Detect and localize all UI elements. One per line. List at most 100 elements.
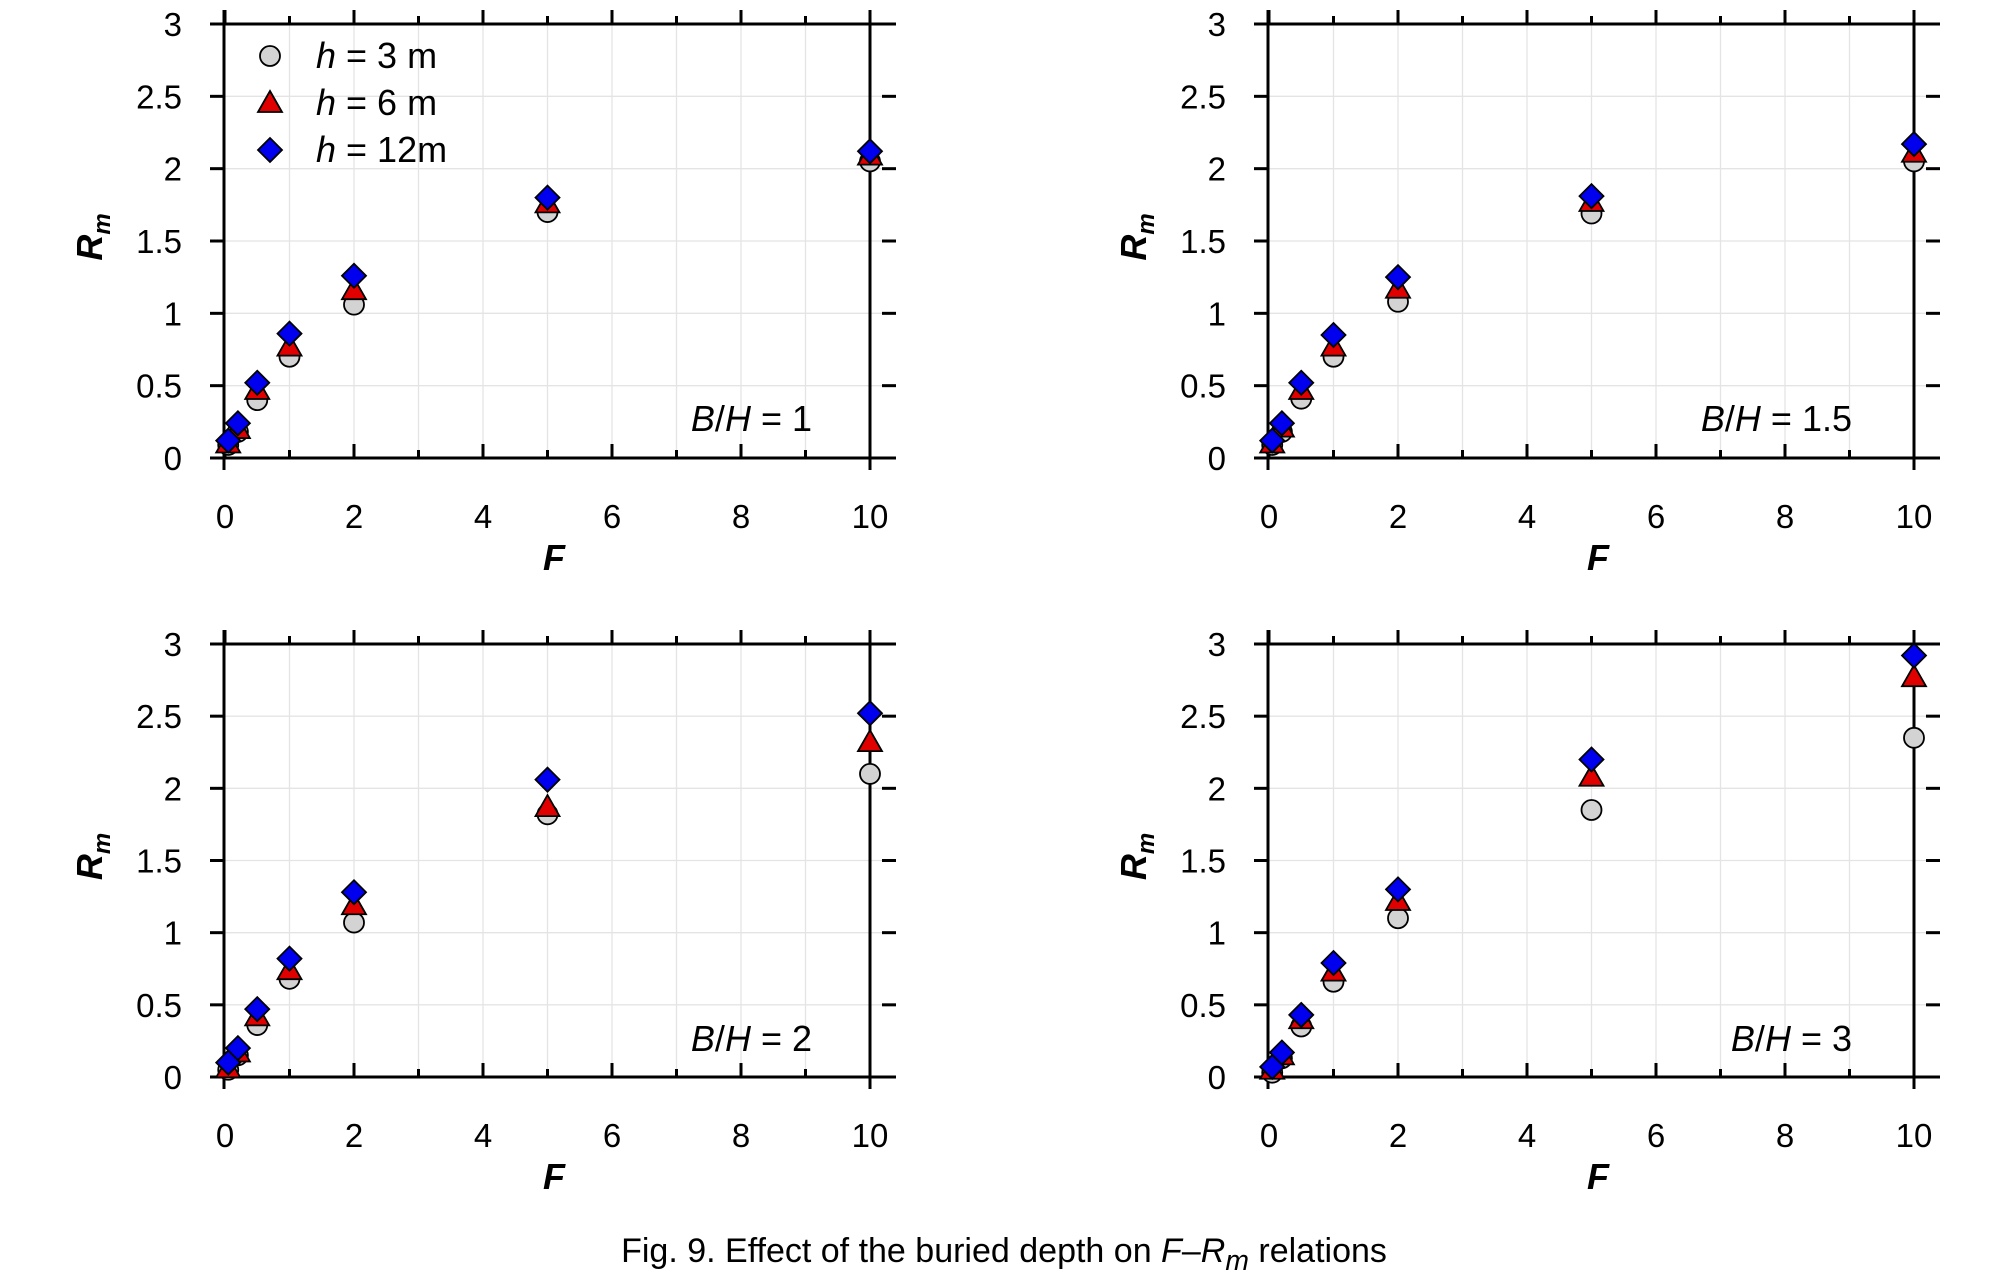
x-tick-label: 2 xyxy=(1389,1117,1407,1154)
data-point-diamond xyxy=(856,138,884,165)
panel-label-b: B xyxy=(691,398,715,439)
y-tick-label: 1 xyxy=(164,295,182,332)
legend-label: h = 6 m xyxy=(316,82,437,123)
x-tick-label: 0 xyxy=(1260,1117,1278,1154)
axes xyxy=(1254,10,1940,470)
series-h6 xyxy=(1258,663,1928,1080)
x-tick-label: 2 xyxy=(345,1117,363,1154)
data-point-diamond xyxy=(340,262,368,289)
panel-label: B/H = 3 xyxy=(1731,1018,1852,1059)
series-h12 xyxy=(1258,130,1928,454)
y-tick-label: 0.5 xyxy=(1180,368,1226,405)
y-tick-label: 2.5 xyxy=(1180,698,1226,735)
y-tick-label: 1 xyxy=(164,915,182,952)
panel-label: B/H = 1.5 xyxy=(1701,398,1852,439)
y-tick-label: 1 xyxy=(1208,295,1226,332)
x-tick-label: 10 xyxy=(1896,1117,1933,1154)
caption-relation-sub: m xyxy=(1225,1244,1249,1277)
data-point-diamond xyxy=(1578,746,1605,773)
x-axis-title: F xyxy=(543,1156,566,1197)
y-tick-label: 0.5 xyxy=(136,368,182,405)
x-axis-title: F xyxy=(543,537,566,578)
chart-panel-3: 0 2 4 6 8 10 0 0.5 1 1.5 2 2.5 3 F Rm B/H = 2 xyxy=(69,626,896,1197)
y-tick-label: 2 xyxy=(164,770,182,807)
data-point-circle xyxy=(343,911,365,934)
y-tick-label: 2.5 xyxy=(1180,78,1226,115)
y-axis-title: Rm xyxy=(69,833,116,880)
caption-prefix: Fig. 9. Effect of the buried depth on xyxy=(621,1232,1162,1270)
panel-label-h: H xyxy=(725,1018,752,1059)
data-point-diamond xyxy=(224,1034,252,1062)
data-point-triangle xyxy=(1577,762,1606,787)
series-h12 xyxy=(214,700,884,1076)
legend-marker-diamond xyxy=(256,136,284,164)
axes xyxy=(1254,630,1940,1089)
data-point-triangle xyxy=(533,793,562,817)
y-tick-label: 1.5 xyxy=(1180,223,1226,260)
x-tick-label: 4 xyxy=(474,1117,492,1154)
data-point-triangle xyxy=(856,728,884,753)
x-tick-label: 10 xyxy=(852,1117,889,1154)
x-tick-label: 0 xyxy=(1260,498,1278,535)
panel-label-h: H xyxy=(1735,398,1762,439)
data-point-diamond xyxy=(1268,1039,1296,1066)
panel-label-h: H xyxy=(1765,1018,1792,1059)
legend-label: h = 3 m xyxy=(316,35,437,76)
data-point-diamond xyxy=(340,878,368,906)
data-point-circle xyxy=(1903,726,1925,749)
data-point-diamond xyxy=(1287,1001,1315,1029)
data-point-diamond xyxy=(1320,321,1347,349)
data-point-diamond xyxy=(1268,410,1296,437)
panel-label-value: = 1.5 xyxy=(1761,398,1852,439)
legend-label-h: h xyxy=(316,82,336,123)
data-point-diamond xyxy=(243,369,271,397)
y-tick-label: 3 xyxy=(1208,626,1226,663)
legend-label-h: h xyxy=(316,35,336,76)
data-point-diamond xyxy=(276,320,303,347)
y-tick-label: 1.5 xyxy=(136,843,182,880)
data-point-diamond xyxy=(1287,369,1315,397)
figure-caption: Fig. 9. Effect of the buried depth on F–… xyxy=(0,1232,2008,1278)
panel-label-b: B xyxy=(1701,398,1725,439)
y-axis-title-sub: m xyxy=(89,833,116,854)
panel-label-value: = 2 xyxy=(751,1018,812,1059)
y-tick-label: 1.5 xyxy=(1180,843,1226,880)
y-tick-label: 0.5 xyxy=(1180,987,1226,1024)
y-axis-title-r: R xyxy=(69,235,110,261)
y-axis-title: Rm xyxy=(69,213,116,260)
panel-label: B/H = 1 xyxy=(691,398,812,439)
y-axis-title-r: R xyxy=(1113,235,1154,261)
y-tick-label: 2 xyxy=(1208,151,1226,188)
y-tick-label: 2 xyxy=(164,151,182,188)
data-point-circle xyxy=(1387,907,1409,930)
caption-suffix: relations xyxy=(1248,1232,1387,1270)
panel-label-b: B xyxy=(691,1018,715,1059)
panel-label-slash: / xyxy=(715,398,725,439)
data-point-diamond xyxy=(1258,427,1286,454)
legend-label: h = 12m xyxy=(316,129,447,170)
panel-label: B/H = 2 xyxy=(691,1018,812,1059)
x-tick-label: 4 xyxy=(1518,1117,1536,1154)
x-tick-label: 8 xyxy=(732,498,750,535)
x-axis-title: F xyxy=(1587,1156,1610,1197)
y-tick-label: 2.5 xyxy=(136,698,182,735)
data-point-diamond xyxy=(224,410,252,437)
y-axis-title-r: R xyxy=(1113,854,1154,880)
y-tick-label: 3 xyxy=(164,6,182,43)
y-axis-title: Rm xyxy=(1113,833,1160,880)
x-axis-title: F xyxy=(1587,537,1610,578)
data-point-diamond xyxy=(243,995,271,1023)
legend-label-value: = 12m xyxy=(336,129,447,170)
x-tick-label: 6 xyxy=(1647,1117,1665,1154)
data-point-circle xyxy=(859,763,881,785)
y-tick-label: 0 xyxy=(164,440,182,477)
x-tick-label: 6 xyxy=(603,498,621,535)
data-point-circle xyxy=(1580,799,1603,821)
caption-dash: – xyxy=(1181,1232,1201,1270)
panel-label-h: H xyxy=(725,398,752,439)
x-tick-label: 2 xyxy=(1389,498,1407,535)
y-axis-title-sub: m xyxy=(1133,213,1160,234)
panel-label-b: B xyxy=(1731,1018,1755,1059)
